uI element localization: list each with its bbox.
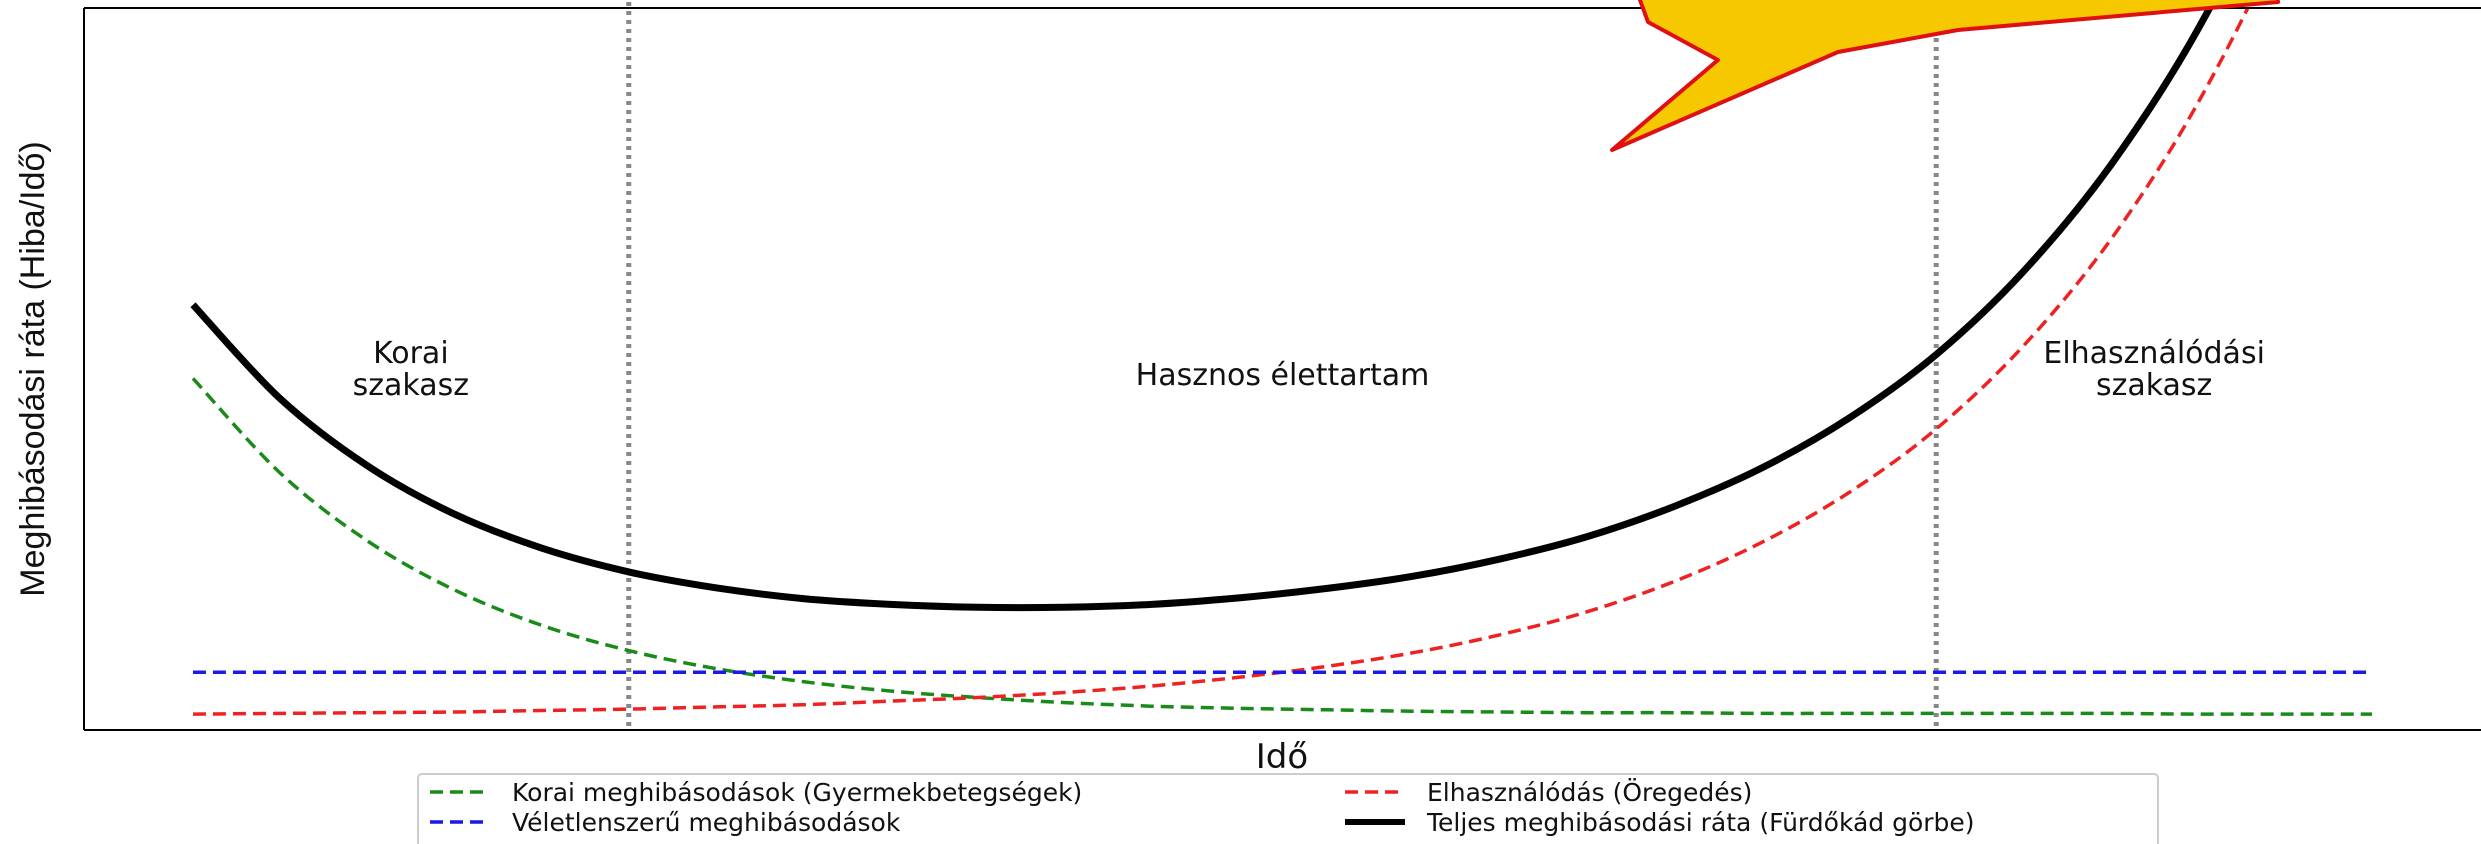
- phase-label-hasznos-elettartam: Hasznos élettartam: [1136, 358, 1430, 393]
- y-axis-label: Meghibásodási ráta (Hiba/Idő): [14, 141, 52, 596]
- x-axis-label: Idő: [1256, 737, 1308, 777]
- star-burst-overlay: [1610, 0, 2280, 152]
- legend-label-teljes-meghibasodasi-rata-furdokad-gorbe: Teljes meghibásodási ráta (Fürdőkád görb…: [1426, 808, 1975, 837]
- series-line-korai-meghibasodasok-gyermekbetegsegek: [191, 377, 2372, 716]
- series-line-teljes-meghibasodasi-rata-furdokad-gorbe: [190, 8, 2214, 612]
- phase-label-elhasznalodasi-szakasz: Elhasználódási szakasz: [2043, 336, 2265, 403]
- legend: Korai meghibásodások (Gyermekbetegségek)…: [417, 773, 2159, 844]
- plot-area: Korai szakasz Hasznos élettartam Elhasználó…: [190, 2, 2372, 730]
- series-line-elhasznalodas-oregedes: [192, 8, 2250, 716]
- star-burst-shape: [1610, 0, 2280, 152]
- phase-label-korai-szakasz: Korai szakasz: [353, 336, 469, 403]
- legend-label-veletlenszeru-meghibasodasok: Véletlenszerű meghibásodások: [512, 808, 901, 837]
- phase-boundaries: [626, 2, 1939, 730]
- series-layer: [190, 8, 2372, 716]
- legend-label-elhasznalodas-oregedes: Elhasználódás (Öregedés): [1427, 778, 1752, 807]
- legend-frame: [417, 773, 2159, 844]
- phase-labels: Korai szakasz Hasznos élettartam Elhasználó…: [353, 336, 2265, 403]
- legend-label-korai-meghibasodasok-gyermekbetegsegek: Korai meghibásodások (Gyermekbetegségek): [512, 778, 1082, 807]
